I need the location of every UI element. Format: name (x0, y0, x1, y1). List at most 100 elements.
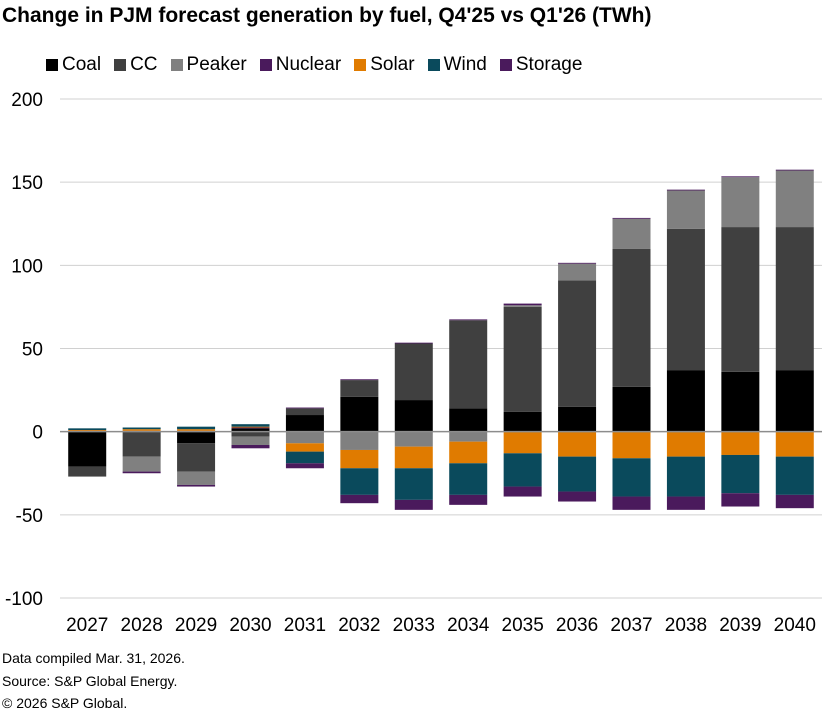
bar-segment-storage (394, 499, 433, 510)
legend-item-solar: Solar (354, 54, 415, 76)
bar-segment-peaker (177, 471, 216, 485)
bar-segment-storage (503, 486, 542, 497)
bar-segment-solar (449, 441, 488, 464)
bar-segment-solar (775, 431, 814, 457)
legend-label: Storage (515, 54, 583, 75)
bar-segment-solar (558, 431, 597, 457)
legend-label: CC (130, 54, 158, 75)
y-tick-label: 100 (11, 256, 43, 277)
y-tick-label: 150 (11, 173, 43, 194)
bar-segment-storage (122, 471, 161, 474)
x-tick-label: 2030 (229, 615, 271, 636)
x-tick-label: 2039 (719, 615, 761, 636)
bar-segment-storage (775, 494, 814, 509)
bar-segment-peaker (340, 431, 379, 450)
bar-segment-wind (558, 456, 597, 492)
legend-swatch (46, 59, 58, 71)
legend-item-nuclear: Nuclear (259, 54, 341, 76)
y-tick-label: 0 (32, 423, 43, 444)
bar-segment-solar (503, 431, 542, 454)
bar-segment-storage (340, 494, 379, 504)
bar-segment-nuclear (340, 379, 379, 381)
y-tick-label: 50 (22, 340, 43, 361)
bar-segment-wind (449, 463, 488, 495)
bar-segment-coal (721, 371, 760, 432)
bar-segment-peaker (285, 431, 324, 444)
bar-segment-storage (612, 496, 651, 510)
x-tick-label: 2036 (556, 615, 598, 636)
bar-segment-wind (285, 451, 324, 464)
bar-segment-peaker (775, 170, 814, 228)
bar-segment-nuclear (231, 427, 270, 429)
bar-segment-storage (177, 484, 216, 487)
bar-segment-nuclear (721, 176, 760, 178)
x-tick-label: 2027 (66, 615, 108, 636)
bar-segment-solar (340, 449, 379, 469)
bar-segment-nuclear (666, 189, 705, 191)
bar-segment-storage (721, 493, 760, 507)
y-tick-label: -50 (16, 506, 43, 527)
bar-segment-wind (775, 456, 814, 495)
bar-segment-cc (612, 248, 651, 387)
bar-segment-peaker (449, 431, 488, 442)
bar-segment-wind (122, 427, 161, 430)
bar-segment-coal (177, 431, 216, 444)
bar-segment-peaker (558, 263, 597, 281)
legend-swatch (499, 59, 512, 71)
legend-swatch (427, 59, 440, 71)
bar-segment-wind (340, 468, 379, 495)
y-tick-label: 200 (11, 90, 43, 111)
bar-segment-solar (231, 426, 270, 428)
x-tick-label: 2034 (447, 615, 490, 636)
chart-title: Change in PJM forecast generation by fue… (2, 4, 652, 27)
x-tick-label: 2031 (284, 615, 326, 636)
x-tick-label: 2037 (610, 615, 652, 636)
bar-segment-nuclear (449, 319, 488, 321)
bar-segment-nuclear (394, 342, 433, 344)
bar-segment-peaker (122, 456, 161, 472)
bar-segment-cc (177, 443, 216, 472)
bar-segment-solar (721, 431, 760, 455)
legend-label: Solar (370, 54, 415, 75)
bar-segment-wind (721, 454, 760, 494)
legend-swatch (114, 59, 127, 71)
bar-segment-wind (666, 456, 705, 497)
bar-segment-cc (721, 227, 760, 372)
bar-segment-cc (558, 280, 597, 407)
bar-segment-wind (394, 468, 433, 500)
bar-segment-coal (340, 396, 379, 432)
bar-segment-nuclear (503, 303, 542, 306)
bar-segment-nuclear (612, 217, 651, 219)
footer-date-note: Data compiled Mar. 31, 2026. (2, 650, 185, 666)
bar-segment-cc (285, 408, 324, 416)
x-tick-label: 2028 (121, 615, 163, 636)
bar-segment-cc (394, 343, 433, 401)
legend-swatch (259, 59, 272, 71)
bar-segment-coal (68, 431, 107, 467)
x-tick-label: 2038 (665, 615, 707, 636)
bar-segment-peaker (231, 436, 270, 445)
bar-segment-solar (666, 431, 705, 457)
bar-segment-solar (285, 443, 324, 452)
bar-segment-coal (394, 400, 433, 432)
bar-segment-solar (122, 429, 161, 431)
bar-segment-storage (558, 491, 597, 502)
legend-item-cc: CC (114, 54, 158, 76)
bar-segment-cc (231, 431, 270, 437)
bar-segment-solar (177, 429, 216, 431)
bar-segment-cc (666, 228, 705, 371)
legend-item-peaker: Peaker (170, 54, 247, 76)
legend-item-wind: Wind (427, 54, 487, 76)
bar-segment-wind (231, 424, 270, 427)
bar-segment-wind (503, 453, 542, 487)
x-tick-label: 2029 (175, 615, 217, 636)
bar-segment-peaker (721, 177, 760, 228)
bar-segment-nuclear (285, 407, 324, 409)
y-tick-label: -100 (5, 589, 43, 610)
bar-segment-coal (231, 428, 270, 432)
bar-segment-solar (68, 430, 107, 431)
x-tick-label: 2040 (774, 615, 816, 636)
bar-segment-coal (503, 411, 542, 432)
bar-segment-solar (394, 446, 433, 469)
legend-swatch (354, 59, 367, 71)
